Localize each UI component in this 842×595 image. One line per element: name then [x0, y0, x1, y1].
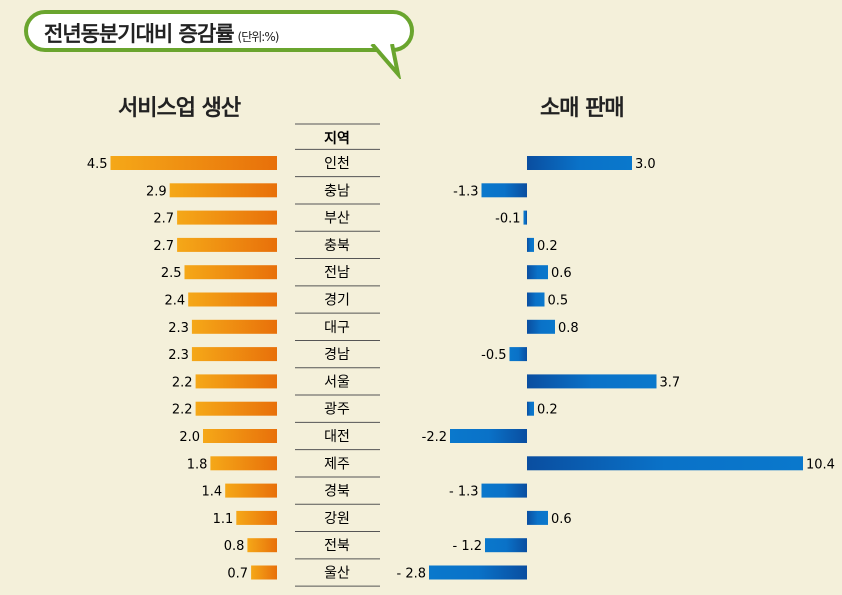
service-bar — [110, 156, 277, 170]
category-label: 전북 — [324, 538, 350, 554]
retail-bar — [481, 183, 527, 198]
retail-bar — [450, 429, 527, 443]
retail-bar — [527, 292, 545, 307]
service-value-label: 2.9 — [146, 184, 167, 199]
retail-value-label: 3.0 — [635, 157, 656, 172]
category-label: 대전 — [324, 429, 350, 445]
service-value-label: 2.7 — [153, 239, 174, 254]
bubble-tail — [370, 44, 402, 79]
service-bar — [177, 210, 277, 225]
retail-value-label: - 2.8 — [397, 567, 427, 582]
category-label: 강원 — [324, 511, 350, 527]
retail-bar — [429, 565, 527, 580]
service-value-label: 1.1 — [213, 512, 234, 527]
service-bar — [177, 237, 277, 252]
chart-title: 전년동분기대비 증감률 (단위:%) — [44, 18, 280, 48]
service-bar — [169, 183, 277, 198]
retail-value-label: 0.6 — [551, 266, 572, 281]
service-value-label: 2.4 — [165, 294, 186, 309]
service-value-label: 2.3 — [168, 321, 189, 336]
category-label: 서울 — [324, 374, 350, 390]
service-title: 서비스업 생산 — [118, 96, 241, 121]
category-label: 전남 — [324, 265, 350, 281]
service-value-label: 2.7 — [153, 212, 174, 227]
service-value-label: 2.2 — [172, 375, 193, 390]
service-bar — [236, 510, 277, 525]
category-label: 경남 — [324, 347, 350, 363]
service-bar — [188, 292, 277, 307]
retail-value-label: 0.6 — [551, 512, 572, 527]
category-label: 경북 — [324, 484, 350, 500]
retail-value-label: 10.4 — [806, 457, 835, 472]
category-header: 지역 — [324, 130, 350, 147]
retail-value-label: -0.1 — [495, 212, 520, 227]
service-value-label: 1.8 — [187, 457, 208, 472]
retail-bar — [527, 510, 548, 525]
category-label: 충남 — [324, 183, 350, 199]
title-bubble — [24, 10, 414, 52]
retail-value-label: 0.2 — [537, 239, 558, 254]
retail-bar — [527, 265, 548, 280]
service-bar — [184, 265, 277, 280]
category-label: 광주 — [324, 402, 350, 418]
category-label: 경기 — [324, 293, 350, 309]
retail-value-label: 3.7 — [660, 375, 681, 390]
retail-value-label: -2.2 — [422, 430, 447, 445]
service-value-label: 0.8 — [224, 539, 245, 554]
retail-value-label: - 1.2 — [453, 539, 483, 554]
service-value-label: 2.2 — [172, 403, 193, 418]
service-value-label: 0.7 — [227, 567, 248, 582]
service-bar — [203, 429, 277, 443]
service-value-label: 1.4 — [202, 485, 223, 500]
service-value-label: 2.0 — [179, 430, 200, 445]
retail-value-label: 0.5 — [548, 294, 569, 309]
service-bar — [225, 483, 277, 498]
category-label: 충북 — [324, 238, 350, 254]
category-label: 울산 — [324, 566, 350, 582]
service-bar — [251, 565, 277, 580]
service-bar — [195, 374, 277, 389]
retail-title: 소매 판매 — [540, 96, 625, 121]
category-label: 부산 — [324, 211, 350, 227]
title-text: 전년동분기대비 증감률 — [44, 22, 235, 46]
service-value-label: 2.5 — [161, 266, 182, 281]
retail-value-label: - 1.3 — [449, 485, 479, 500]
retail-value-label: 0.8 — [558, 321, 579, 336]
service-bar — [191, 347, 277, 362]
retail-bar — [527, 374, 657, 389]
service-bar — [210, 456, 277, 471]
retail-bar — [527, 401, 534, 416]
retail-bar — [527, 156, 632, 170]
unit-label: (단위:%) — [237, 30, 280, 44]
retail-value-label: -1.3 — [453, 184, 478, 199]
service-bar — [195, 401, 277, 416]
retail-value-label: 0.2 — [537, 403, 558, 418]
retail-bar — [523, 210, 527, 225]
service-bar — [247, 538, 277, 553]
retail-bar — [509, 347, 527, 362]
retail-bar — [527, 319, 555, 334]
service-bar — [191, 319, 277, 334]
retail-bar — [527, 456, 803, 471]
retail-bar — [485, 538, 527, 553]
service-value-label: 2.3 — [168, 348, 189, 363]
retail-bar — [527, 237, 534, 252]
category-label: 대구 — [324, 320, 350, 336]
service-value-label: 4.5 — [87, 157, 108, 172]
category-label: 제주 — [324, 456, 350, 472]
category-label: 인천 — [324, 156, 350, 172]
retail-bar — [481, 483, 527, 498]
retail-value-label: -0.5 — [481, 348, 506, 363]
